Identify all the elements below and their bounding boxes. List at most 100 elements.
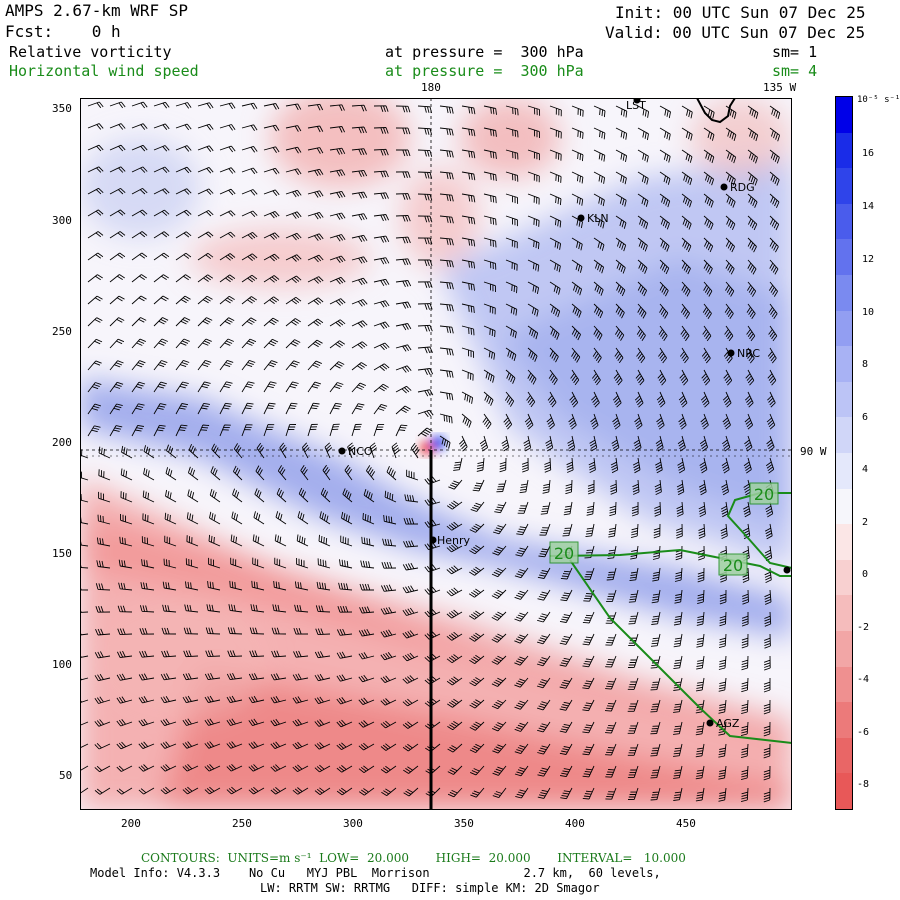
wind-barb bbox=[673, 721, 683, 735]
wind-barb bbox=[138, 696, 155, 704]
wind-barb bbox=[745, 347, 755, 364]
wind-barb bbox=[329, 340, 346, 349]
wind-barb bbox=[395, 424, 408, 437]
wind-barb bbox=[725, 281, 735, 297]
wind-barb bbox=[549, 149, 562, 161]
wind-barb bbox=[605, 765, 617, 778]
wind-barb bbox=[285, 103, 302, 111]
wind-barb bbox=[718, 765, 727, 780]
colorbar-tick-label: 16 bbox=[862, 148, 875, 159]
wind-barb bbox=[721, 457, 730, 474]
wind-barb bbox=[767, 347, 777, 364]
wind-barb bbox=[424, 721, 441, 730]
wind-barb bbox=[634, 391, 644, 408]
wind-barb bbox=[703, 237, 714, 253]
wind-barb bbox=[673, 611, 683, 626]
wind-barb bbox=[637, 105, 650, 118]
wind-barb bbox=[395, 344, 412, 352]
wind-barb bbox=[549, 325, 560, 340]
wind-barb bbox=[187, 489, 199, 503]
wind-barb bbox=[469, 566, 485, 576]
valid-time: Valid: 00 UTC Sun 07 Dec 25 bbox=[605, 23, 866, 42]
wind-barb bbox=[650, 655, 661, 669]
wind-barb bbox=[655, 457, 663, 474]
wind-barb bbox=[118, 559, 133, 569]
wind-barb bbox=[131, 360, 146, 371]
wind-barb bbox=[410, 442, 420, 459]
wind-barb bbox=[336, 674, 353, 682]
wind-barb bbox=[138, 787, 155, 795]
wind-barb bbox=[307, 339, 323, 349]
wind-barb bbox=[703, 105, 715, 119]
y-tick-100: 100 bbox=[52, 658, 72, 671]
wind-barb bbox=[183, 650, 199, 658]
station-dot-lst bbox=[633, 98, 641, 104]
wind-barb bbox=[307, 190, 324, 198]
wind-barb bbox=[610, 457, 619, 474]
wind-barb bbox=[351, 256, 368, 264]
wind-barb bbox=[461, 347, 475, 358]
wind-barb bbox=[329, 319, 346, 327]
wind-barb bbox=[307, 276, 324, 284]
wind-barb bbox=[252, 557, 265, 569]
wind-barb bbox=[175, 252, 192, 261]
wind-barb bbox=[109, 317, 125, 327]
wind-barb bbox=[403, 540, 419, 548]
wind-barb bbox=[116, 650, 133, 658]
wind-barb bbox=[322, 464, 331, 481]
wind-barb bbox=[279, 442, 287, 459]
wind-barb bbox=[395, 171, 411, 178]
wind-barb bbox=[285, 232, 302, 241]
wind-barb bbox=[417, 346, 433, 354]
wind-barb bbox=[80, 631, 89, 636]
wind-barb bbox=[117, 628, 133, 636]
wind-barb bbox=[718, 655, 727, 670]
wind-barb bbox=[659, 193, 671, 208]
wind-barb bbox=[329, 169, 346, 177]
wind-barb bbox=[307, 297, 324, 305]
wind-barb bbox=[307, 233, 324, 241]
wind-barb bbox=[650, 743, 661, 757]
wind-barb bbox=[491, 655, 507, 665]
wind-barb bbox=[403, 765, 419, 774]
wind-barb bbox=[724, 303, 734, 319]
wind-barb bbox=[226, 718, 243, 726]
wind-barb bbox=[273, 580, 287, 591]
wind-barb bbox=[537, 589, 551, 601]
wind-barb bbox=[241, 381, 255, 393]
wind-barb bbox=[719, 611, 727, 627]
wind-barb bbox=[469, 699, 485, 709]
colorbar-segment bbox=[836, 239, 852, 276]
wind-barb bbox=[593, 303, 604, 319]
wind-barb bbox=[461, 413, 472, 428]
wind-barb bbox=[358, 652, 375, 660]
wind-barb bbox=[182, 718, 199, 726]
wind-barb bbox=[131, 381, 146, 393]
wind-barb bbox=[373, 403, 388, 415]
wind-barb bbox=[527, 325, 539, 340]
wind-barb bbox=[742, 567, 750, 583]
wind-barb bbox=[702, 303, 712, 319]
wind-barb bbox=[718, 677, 727, 692]
wind-barb bbox=[276, 488, 287, 503]
wind-barb bbox=[120, 513, 133, 525]
colorbar-segment bbox=[836, 346, 852, 383]
wind-barb bbox=[725, 171, 736, 186]
wind-barb bbox=[153, 101, 170, 109]
wind-barb bbox=[446, 631, 463, 641]
colorbar-segment bbox=[836, 702, 852, 739]
station-dot-rdg bbox=[720, 183, 728, 191]
wind-barb bbox=[701, 369, 711, 386]
wind-barb bbox=[703, 215, 714, 230]
wind-barb bbox=[615, 149, 628, 162]
wind-barb bbox=[285, 339, 301, 349]
wind-barb bbox=[87, 338, 103, 349]
wind-barb bbox=[659, 171, 671, 185]
wind-barb bbox=[698, 479, 707, 496]
wind-barb bbox=[725, 193, 736, 208]
wind-barb bbox=[285, 424, 297, 437]
wind-barb bbox=[630, 523, 639, 539]
wind-barb bbox=[205, 650, 221, 658]
wind-barb bbox=[743, 501, 751, 518]
wind-barb bbox=[241, 274, 258, 283]
